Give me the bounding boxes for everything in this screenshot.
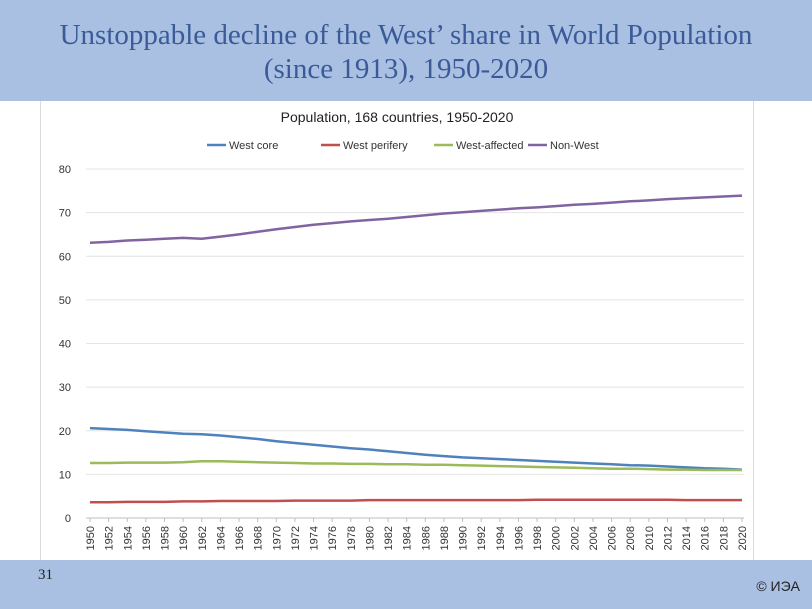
x-tick-label: 2018 bbox=[718, 526, 730, 550]
y-tick-label: 70 bbox=[59, 208, 71, 220]
y-tick-label: 10 bbox=[59, 469, 71, 481]
x-tick-label: 2004 bbox=[588, 526, 600, 550]
y-tick-label: 40 bbox=[59, 339, 71, 351]
x-tick-label: 1970 bbox=[271, 526, 283, 550]
title-bar bbox=[0, 0, 812, 101]
chart-area: Population, 168 countries, 1950-2020 0 10 2… bbox=[40, 101, 754, 560]
y-tick-label: 30 bbox=[59, 382, 71, 394]
series-line-west-affected bbox=[90, 460, 742, 472]
x-tick-label: 1988 bbox=[439, 526, 451, 550]
x-tick-label: 1986 bbox=[420, 526, 432, 550]
x-tick-label: 1950 bbox=[85, 526, 97, 550]
x-tick-label: 1990 bbox=[458, 526, 470, 550]
x-tick-label: 1994 bbox=[495, 526, 507, 550]
x-tick-label: 1958 bbox=[160, 526, 172, 550]
series-line-west-core bbox=[89, 426, 743, 471]
x-tick-label: 1962 bbox=[197, 526, 209, 550]
y-tick-label: 50 bbox=[59, 295, 71, 307]
legend-label: West perifery bbox=[343, 140, 408, 152]
x-tick-label: 2020 bbox=[737, 526, 749, 550]
x-tick-label: 2012 bbox=[662, 526, 674, 550]
line-chart: Population, 168 countries, 1950-2020 0 10 2… bbox=[59, 109, 749, 550]
x-tick-label: 2006 bbox=[607, 526, 619, 550]
x-tick-label: 1968 bbox=[253, 526, 265, 550]
slide-title-line-2: (since 1913), 1950-2020 bbox=[263, 53, 549, 85]
x-tick-label: 2000 bbox=[551, 526, 563, 550]
footer-bar bbox=[0, 560, 812, 609]
x-tick-label: 1964 bbox=[215, 526, 227, 550]
x-tick-label: 2002 bbox=[569, 526, 581, 550]
y-tick-label: 0 bbox=[65, 513, 71, 525]
y-tick-label: 60 bbox=[59, 251, 71, 263]
x-tick-label: 1976 bbox=[327, 526, 339, 550]
slide-title: Unstoppable decline of the West’ share i… bbox=[0, 18, 812, 86]
x-tick-label: 1974 bbox=[309, 526, 321, 550]
x-tick-label: 1998 bbox=[532, 526, 544, 550]
x-tick-label: 1978 bbox=[346, 526, 358, 550]
x-tick-label: 1954 bbox=[122, 526, 134, 550]
slide-title-line-1: Unstoppable decline of the West’ share i… bbox=[59, 19, 753, 51]
x-tick-label: 1992 bbox=[476, 526, 488, 550]
x-tick-label: 1982 bbox=[383, 526, 395, 550]
slide-number: 31 bbox=[38, 567, 53, 583]
chart-title: Population, 168 countries, 1950-2020 bbox=[281, 109, 514, 125]
copyright-notice: © ИЭА bbox=[756, 578, 800, 594]
x-tick-label: 1952 bbox=[104, 526, 116, 550]
x-tick-label: 1984 bbox=[402, 526, 414, 550]
x-tick-label: 2008 bbox=[625, 526, 637, 550]
x-tick-label: 1980 bbox=[364, 526, 376, 550]
legend-label: West core bbox=[229, 140, 278, 152]
y-tick-label: 80 bbox=[59, 164, 71, 176]
legend-label: West-affected bbox=[456, 140, 523, 152]
x-tick-label: 1956 bbox=[141, 526, 153, 550]
y-tick-label: 20 bbox=[59, 426, 71, 438]
series-line-non-west bbox=[89, 194, 743, 244]
x-tick-label: 1996 bbox=[513, 526, 525, 550]
x-tick-label: 1960 bbox=[178, 526, 190, 550]
legend-label: Non-West bbox=[550, 140, 599, 152]
x-tick-label: 1972 bbox=[290, 526, 302, 550]
x-tick-label: 2010 bbox=[644, 526, 656, 550]
x-tick-label: 2014 bbox=[681, 526, 693, 550]
x-tick-label: 2016 bbox=[700, 526, 712, 550]
series-line-west-perifery bbox=[90, 498, 742, 504]
x-tick-label: 1966 bbox=[234, 526, 246, 550]
